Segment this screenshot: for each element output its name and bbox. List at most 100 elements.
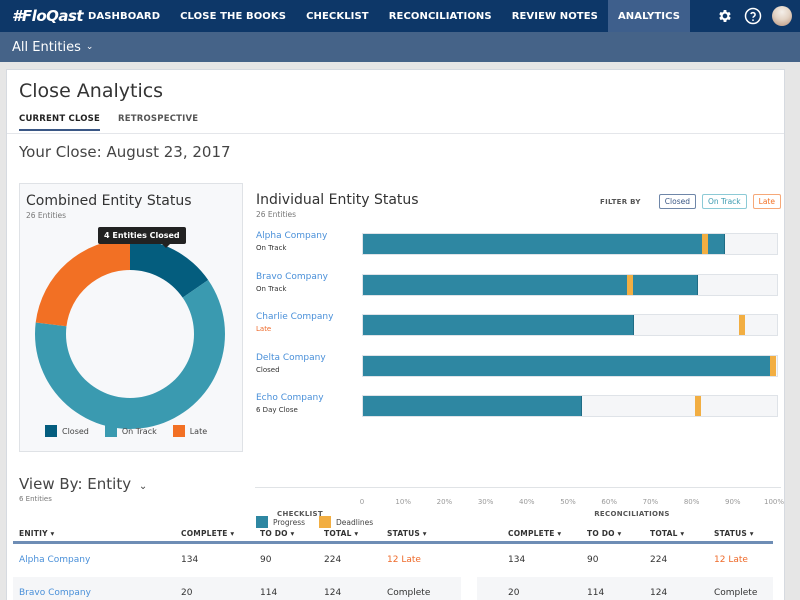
col-recon-complete[interactable]: COMPLETE ▾ xyxy=(508,529,562,538)
progress-bar-track[interactable] xyxy=(362,314,778,336)
checklist-total-cell: 124 xyxy=(324,588,342,598)
chevron-down-icon: ⌄ xyxy=(138,481,148,492)
col-checklist-complete[interactable]: COMPLETE ▾ xyxy=(181,529,235,538)
recon-complete-cell: 20 xyxy=(508,588,520,598)
col-checklist-total[interactable]: TOTAL ▾ xyxy=(324,529,359,538)
col-recon-total[interactable]: TOTAL ▾ xyxy=(650,529,685,538)
nav-reconciliations[interactable]: RECONCILIATIONS xyxy=(388,10,492,22)
page-title: Close Analytics xyxy=(19,80,164,102)
scrollbar[interactable] xyxy=(786,62,800,600)
deadline-marker xyxy=(738,315,745,335)
table-row[interactable]: Bravo Company 20 114 124 Complete 20 114 124 Com… xyxy=(13,577,773,600)
legend-swatch-progress xyxy=(256,516,268,528)
entity-status-label: Closed xyxy=(256,365,280,374)
user-avatar[interactable] xyxy=(772,6,792,26)
checklist-complete-cell: 134 xyxy=(181,555,199,565)
legend-swatch-on-track xyxy=(104,425,117,437)
deadline-marker xyxy=(769,355,776,376)
nav-close-the-books[interactable]: CLOSE THE BOOKS xyxy=(180,10,287,22)
individual-entity-status-panel: Individual Entity Status 26 Entities FIL… xyxy=(255,183,784,528)
donut-slice-late[interactable] xyxy=(35,239,130,327)
col-checklist-status[interactable]: STATUS ▾ xyxy=(387,529,427,538)
col-recon-todo[interactable]: TO DO ▾ xyxy=(587,529,622,538)
analytics-card: Close Analytics CURRENT CLOSE RETROSPECT… xyxy=(6,69,785,600)
x-axis-tick: 10% xyxy=(395,498,411,506)
progress-bar-track[interactable] xyxy=(362,273,778,296)
entity-selector-label: All Entities xyxy=(12,39,81,55)
legend-on-track[interactable]: On Track xyxy=(104,425,157,437)
recon-total-cell: 224 xyxy=(650,555,668,565)
recon-todo-cell: 114 xyxy=(587,588,605,598)
nav-review-notes[interactable]: REVIEW NOTES xyxy=(511,10,598,22)
legend-swatch-closed xyxy=(45,425,57,437)
checklist-status-cell: Complete xyxy=(387,588,431,598)
entity-bar-row: Echo Company 6 Day Close xyxy=(256,393,780,417)
entity-link[interactable]: Delta Company xyxy=(256,352,326,363)
filter-closed-button[interactable]: Closed xyxy=(658,194,696,209)
donut-slice-closed[interactable] xyxy=(130,239,209,298)
deadline-marker xyxy=(627,274,634,295)
col-checklist-todo[interactable]: TO DO ▾ xyxy=(260,529,295,538)
floqast-logo[interactable]: #FloQast xyxy=(12,7,84,25)
deadline-marker xyxy=(695,396,702,416)
help-icon[interactable] xyxy=(744,7,762,25)
legend-late[interactable]: Late xyxy=(172,425,207,437)
entity-link[interactable]: Charlie Company xyxy=(256,312,334,322)
filter-late-button[interactable]: Late xyxy=(752,194,781,209)
deadline-marker xyxy=(701,234,708,254)
checklist-todo-cell: 114 xyxy=(260,588,278,598)
view-by-selector[interactable]: View By: Entity ⌄ xyxy=(19,475,147,493)
x-axis-tick: 90% xyxy=(725,498,741,506)
combined-title: Combined Entity Status xyxy=(26,193,192,209)
top-nav: #FloQast DASHBOARD CLOSE THE BOOKS CHECK… xyxy=(0,0,800,32)
progress-bar-fill xyxy=(363,396,583,416)
individual-subtitle: 26 Entities xyxy=(256,210,296,219)
tabs-divider xyxy=(7,133,784,134)
progress-bar-track[interactable] xyxy=(362,395,778,417)
gear-icon[interactable] xyxy=(716,7,734,25)
entity-link[interactable]: Bravo Company xyxy=(256,271,328,282)
bar-legend: Progress Deadlines xyxy=(256,516,373,528)
entity-status-label: 6 Day Close xyxy=(256,406,298,414)
entity-count: 6 Entities xyxy=(19,495,52,503)
nav-actions xyxy=(716,0,800,32)
col-entity[interactable]: ENITIY ▾ xyxy=(19,529,55,538)
status-filter: FILTER BY Closed On Track Late xyxy=(600,194,781,209)
close-date: Your Close: August 23, 2017 xyxy=(19,143,231,161)
col-recon-status[interactable]: STATUS ▾ xyxy=(714,529,754,538)
nav-dashboard[interactable]: DASHBOARD xyxy=(88,10,161,22)
entity-selector[interactable]: All Entities ⌄ xyxy=(0,32,800,62)
donut-chart xyxy=(34,239,225,429)
table-header-rule xyxy=(13,541,773,544)
checklist-status-cell: 12 Late xyxy=(387,555,421,565)
checklist-complete-cell: 20 xyxy=(181,588,193,598)
recon-complete-cell: 134 xyxy=(508,555,526,565)
x-axis-tick: 20% xyxy=(436,498,453,506)
nav-checklist[interactable]: CHECKLIST xyxy=(306,10,369,22)
entity-link[interactable]: Echo Company xyxy=(256,393,324,403)
x-axis-line xyxy=(255,487,781,488)
view-by-value: Entity xyxy=(87,475,132,493)
entity-bar-row: Delta Company Closed xyxy=(256,353,780,377)
filter-label: FILTER BY xyxy=(599,197,641,206)
group-reconciliations: RECONCILIATIONS xyxy=(594,510,670,518)
checklist-total-cell: 224 xyxy=(324,555,342,565)
recon-todo-cell: 90 xyxy=(587,555,599,565)
nav-analytics[interactable]: ANALYTICS xyxy=(607,0,691,32)
progress-bar-track[interactable] xyxy=(362,233,778,255)
legend-closed[interactable]: Closed xyxy=(45,425,89,437)
group-checklist: CHECKLIST xyxy=(277,510,323,518)
entity-link[interactable]: Alpha Company xyxy=(256,231,328,241)
entity-bar-row: Alpha Company On Track xyxy=(256,231,780,255)
row-stripe xyxy=(477,577,773,600)
legend-swatch-late xyxy=(172,425,185,437)
filter-on-track-button[interactable]: On Track xyxy=(701,194,747,209)
donut-slice-on-track[interactable] xyxy=(34,280,225,429)
progress-bar-track[interactable] xyxy=(362,354,778,377)
entity-cell[interactable]: Bravo Company xyxy=(19,588,91,598)
tab-current-close[interactable]: CURRENT CLOSE xyxy=(19,114,101,131)
chevron-down-icon: ⌄ xyxy=(85,42,94,52)
entity-cell[interactable]: Alpha Company xyxy=(19,555,91,565)
tab-retrospective[interactable]: RETROSPECTIVE xyxy=(118,114,199,124)
table-row[interactable]: Alpha Company 134 90 224 12 Late 134 90 224 12 L… xyxy=(13,544,773,578)
